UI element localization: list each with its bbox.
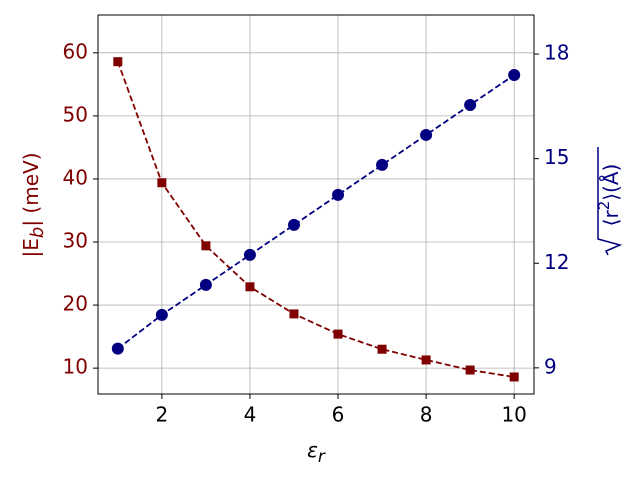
y2-label-text: ⟨r2⟩(Å) xyxy=(595,164,623,227)
point xyxy=(155,308,168,321)
point xyxy=(289,309,299,319)
x-tick-label: 4 xyxy=(244,403,257,427)
y-label-sub: b xyxy=(27,227,48,238)
y2-tick-label: 12 xyxy=(544,250,569,274)
x-tick-label: 6 xyxy=(332,403,345,427)
point xyxy=(199,278,212,291)
sqrt-sign xyxy=(597,147,623,256)
point xyxy=(464,98,477,111)
y-tick-label: 50 xyxy=(63,102,88,126)
point xyxy=(243,248,256,261)
point xyxy=(245,282,255,292)
point xyxy=(113,57,123,67)
y2-tick-label: 9 xyxy=(544,354,557,378)
series-line xyxy=(116,61,515,378)
y2-axis-label: ⟨r2⟩(Å) xyxy=(595,147,623,256)
y2-tick-label: 15 xyxy=(544,145,569,169)
x-tick-label: 8 xyxy=(420,403,433,427)
point xyxy=(465,365,475,375)
x-label-sub: r xyxy=(318,447,326,467)
point xyxy=(157,178,167,188)
point xyxy=(376,158,389,171)
x-axis-label: εr xyxy=(307,438,326,468)
y-tick-label: 20 xyxy=(63,292,88,316)
y-label-tail: | (meV) xyxy=(19,153,43,227)
point xyxy=(333,329,343,339)
point xyxy=(509,372,519,382)
plot-frame xyxy=(97,14,535,395)
point xyxy=(377,344,387,354)
series-line xyxy=(117,74,515,350)
point xyxy=(421,355,431,365)
y-tick-label: 60 xyxy=(63,39,88,63)
y2-label-sup: 2 xyxy=(595,201,613,211)
y-tick-label: 30 xyxy=(63,229,88,253)
x-tick-label: 10 xyxy=(501,403,526,427)
point xyxy=(332,188,345,201)
y2-label-tail: ⟩(Å) xyxy=(599,164,623,201)
point xyxy=(201,241,211,251)
x-tick-label: 2 xyxy=(155,403,168,427)
point xyxy=(111,342,124,355)
y-tick-label: 40 xyxy=(63,165,88,189)
x-label-main: ε xyxy=(307,438,318,462)
y-axis-label: |Eb| (meV) xyxy=(19,153,49,258)
point xyxy=(420,128,433,141)
y-tick-label: 10 xyxy=(63,355,88,379)
y2-tick-label: 18 xyxy=(544,41,569,65)
y-label-main: |E xyxy=(19,238,43,257)
point xyxy=(287,218,300,231)
point xyxy=(508,68,521,81)
y2-label-main: ⟨r xyxy=(599,210,623,227)
